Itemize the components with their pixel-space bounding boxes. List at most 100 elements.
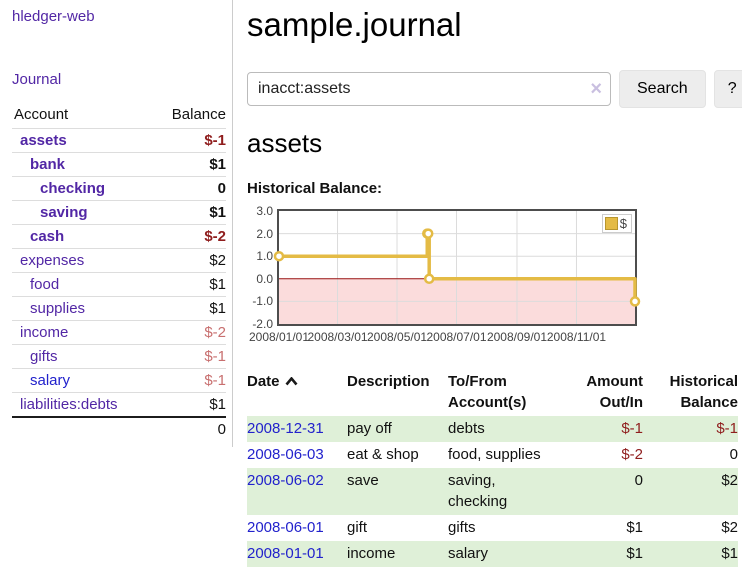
- account-row: checking 0: [12, 176, 226, 201]
- description-cell: save: [347, 468, 448, 515]
- date-link[interactable]: 2008-12-31: [247, 420, 324, 437]
- column-header-description: Description: [347, 373, 430, 390]
- accounts-table: Account Balance assets $-1 bank $1 checking 0…: [12, 104, 226, 441]
- x-axis-tick-label: 2008/11/01: [546, 330, 607, 344]
- column-header-balance: Historical Balance: [669, 373, 738, 411]
- balance-chart: $ 3.0 2.0 1.0 0.0 -1.0 -2.0 2008/01/01 2008/03/…: [247, 204, 738, 346]
- account-link[interactable]: food: [30, 276, 60, 293]
- date-link[interactable]: 2008-06-01: [247, 519, 324, 536]
- account-link[interactable]: assets: [20, 132, 67, 149]
- date-link[interactable]: 2008-01-01: [247, 545, 324, 562]
- x-axis-tick-label: 2008/01/01: [248, 330, 310, 344]
- x-axis-tick-label: 2008/05/01: [366, 330, 428, 344]
- balance-cell: $1: [643, 541, 738, 567]
- description-cell: income: [347, 541, 448, 567]
- date-cell: 2008-01-01: [247, 541, 347, 567]
- account-link[interactable]: supplies: [30, 300, 86, 317]
- account-link[interactable]: saving: [40, 204, 88, 221]
- account-link[interactable]: salary: [30, 372, 71, 389]
- date-cell: 2008-06-01: [247, 515, 347, 541]
- account-row: cash $-2: [12, 224, 226, 249]
- account-balance: 0: [153, 176, 226, 201]
- app-title-link[interactable]: hledger-web: [12, 8, 95, 25]
- balance-cell: 0: [729, 446, 738, 463]
- search-bar: × Search ?: [247, 70, 742, 108]
- account-balance: $1: [153, 272, 226, 297]
- date-link[interactable]: 2008-06-03: [247, 446, 324, 463]
- account-balance: $-2: [153, 224, 226, 249]
- account-row: saving $1: [12, 200, 226, 225]
- search-button[interactable]: Search: [619, 70, 706, 108]
- table-row: 2008-06-01 gift gifts $1 $2: [247, 515, 738, 541]
- account-link[interactable]: gifts: [30, 348, 58, 365]
- accounts-cell: saving, checking: [448, 468, 560, 515]
- balance-cell: $2: [643, 468, 738, 515]
- column-header-date[interactable]: Date: [247, 370, 347, 416]
- account-row: liabilities:debts $1: [12, 392, 226, 417]
- accounts-total-value: 0: [153, 416, 226, 441]
- help-button[interactable]: ?: [713, 70, 742, 108]
- accounts-header-account: Account: [14, 106, 69, 123]
- amount-cell: $1: [560, 541, 643, 567]
- account-link[interactable]: checking: [40, 180, 106, 197]
- chart-canvas: [273, 211, 641, 324]
- date-cell: 2008-06-02: [247, 468, 347, 515]
- accounts-header-row: Account Balance: [12, 104, 226, 129]
- y-axis-tick-label: 0.0: [256, 271, 273, 286]
- page-title: sample.journal: [247, 6, 462, 43]
- balance-cell: $-1: [643, 416, 738, 442]
- description-cell: pay off: [347, 416, 448, 442]
- column-header-amount: Amount Out/In: [586, 373, 643, 411]
- account-balance: $1: [153, 392, 226, 417]
- amount-cell: $-1: [560, 416, 643, 442]
- table-row: 2008-06-03 eat & shop food, supplies $-2 0: [247, 442, 738, 468]
- account-link[interactable]: liabilities:debts: [20, 396, 118, 413]
- sidebar-item-journal[interactable]: Journal: [12, 71, 62, 88]
- date-link[interactable]: 2008-06-02: [247, 472, 324, 489]
- account-balance: $2: [153, 248, 226, 273]
- account-balance: $1: [153, 152, 226, 177]
- date-cell: 2008-06-03: [247, 442, 347, 468]
- account-row: expenses $2: [12, 248, 226, 273]
- account-balance: $-2: [153, 320, 226, 345]
- account-balance: $1: [153, 296, 226, 321]
- y-axis-tick-label: 1.0: [256, 249, 273, 264]
- account-heading: assets: [247, 128, 323, 158]
- account-row: assets $-1: [12, 128, 226, 153]
- y-axis-tick-label: -2.0: [252, 317, 273, 331]
- accounts-cell: gifts: [448, 519, 476, 536]
- description-cell: eat & shop: [347, 446, 419, 463]
- account-link[interactable]: cash: [30, 228, 65, 245]
- legend-swatch-icon: [604, 217, 618, 230]
- account-row: salary $-1: [12, 368, 226, 393]
- account-link[interactable]: income: [20, 324, 69, 341]
- accounts-cell: salary: [448, 541, 560, 567]
- table-row: 2008-12-31 pay off debts $-1 $-1: [247, 416, 738, 442]
- register-header-row: Date Description To/From Account(s) Amou…: [247, 370, 738, 416]
- sidebar: hledger-web Journal Account Balance asse…: [0, 0, 233, 447]
- amount-cell: 0: [560, 468, 643, 515]
- account-row: food $1: [12, 272, 226, 297]
- account-link[interactable]: bank: [30, 156, 66, 173]
- y-axis-tick-label: -1.0: [252, 294, 273, 309]
- sort-ascending-icon: [285, 371, 298, 392]
- search-input[interactable]: [247, 72, 611, 106]
- x-axis-tick-label: 2008/07/01: [426, 330, 487, 344]
- account-row: supplies $1: [12, 296, 226, 321]
- table-row: 2008-01-01 income salary $1 $1: [247, 541, 738, 567]
- account-row: gifts $-1: [12, 344, 226, 369]
- accounts-cell: debts: [448, 416, 560, 442]
- chart-plot-area: $: [273, 209, 641, 326]
- table-row: 2008-06-02 save saving, checking 0 $2: [247, 468, 738, 515]
- main-content: sample.journal × Search ? assets Histori…: [247, 0, 742, 567]
- y-axis-tick-label: 2.0: [256, 226, 273, 241]
- x-axis-tick-label: 2008/03/01: [307, 330, 368, 344]
- account-balance: $1: [153, 200, 226, 225]
- account-row: income $-2: [12, 320, 226, 345]
- accounts-header-balance: Balance: [171, 106, 226, 123]
- account-link[interactable]: expenses: [20, 252, 85, 269]
- amount-cell: $-2: [621, 446, 643, 463]
- date-cell: 2008-12-31: [247, 416, 347, 442]
- clear-search-icon[interactable]: ×: [590, 78, 602, 100]
- account-balance: $-1: [153, 368, 226, 393]
